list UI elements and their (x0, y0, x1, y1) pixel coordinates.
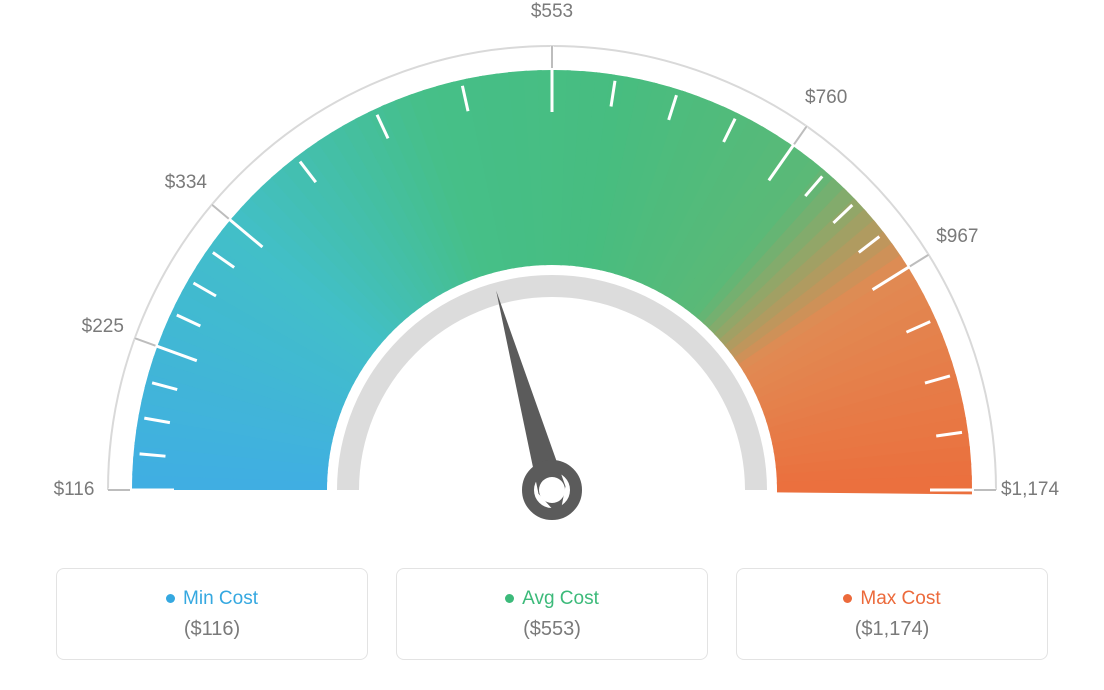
legend-value: ($553) (523, 618, 581, 641)
legend-label-row: Max Cost (843, 588, 940, 610)
legend-label: Avg Cost (522, 588, 599, 610)
legend-label: Max Cost (860, 588, 940, 610)
gauge-tick-label: $553 (531, 1, 573, 23)
gauge-tick-label: $116 (54, 479, 95, 501)
legend-value: ($1,174) (855, 618, 930, 641)
legend-label-row: Min Cost (166, 588, 258, 610)
legend-row: Min Cost ($116) Avg Cost ($553) Max Cost ($1,… (0, 568, 1104, 660)
legend-label-row: Avg Cost (505, 588, 599, 610)
legend-card: Avg Cost ($553) (396, 568, 708, 660)
gauge-chart: $116 $225 $334 $553 $760 $967 $1,174 (0, 0, 1104, 540)
legend-dot-icon (843, 594, 852, 603)
legend-value: ($116) (184, 618, 240, 641)
gauge-tick-label: $1,174 (1001, 479, 1059, 501)
legend-dot-icon (166, 594, 175, 603)
legend-dot-icon (505, 594, 514, 603)
legend-card: Min Cost ($116) (56, 568, 368, 660)
legend-card: Max Cost ($1,174) (736, 568, 1048, 660)
gauge-tick-label: $225 (82, 316, 124, 338)
gauge-tick-label: $967 (936, 226, 978, 248)
gauge-tick-label: $334 (165, 172, 207, 194)
gauge-svg (0, 0, 1104, 560)
legend-label: Min Cost (183, 588, 258, 610)
gauge-tick-label: $760 (805, 87, 847, 109)
